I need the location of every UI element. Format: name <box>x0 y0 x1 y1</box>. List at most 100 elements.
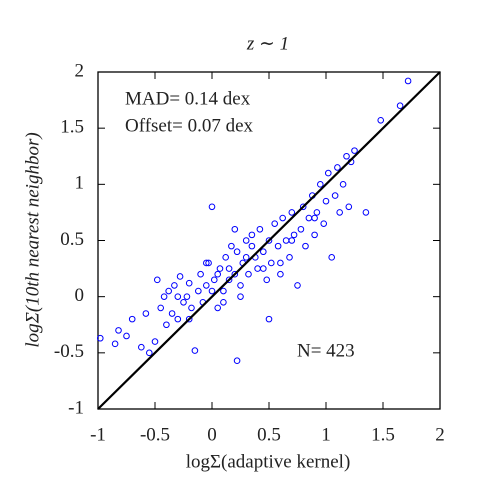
point <box>297 225 305 233</box>
point <box>123 332 130 340</box>
point <box>404 77 412 85</box>
point <box>208 287 216 295</box>
point <box>168 310 176 317</box>
point <box>174 315 182 323</box>
point <box>265 315 273 323</box>
point <box>277 259 284 267</box>
point <box>334 164 341 171</box>
point <box>320 220 328 227</box>
point <box>205 259 212 267</box>
point <box>208 203 216 211</box>
point <box>231 225 239 233</box>
x-tick-label: -1 <box>90 424 106 445</box>
annotation: Offset= 0.07 dex <box>125 115 254 136</box>
annotation: N= 423 <box>297 340 355 361</box>
point <box>231 270 239 278</box>
point <box>153 276 161 284</box>
point <box>185 315 193 323</box>
point <box>299 203 307 211</box>
y-tick-label: -0.5 <box>54 341 84 362</box>
point <box>274 242 282 250</box>
point <box>183 293 191 300</box>
point <box>233 357 241 364</box>
y-tick-label: 1 <box>75 173 85 194</box>
point <box>336 209 343 216</box>
point <box>263 276 271 284</box>
y-axis-label: logΣ(10th nearest neighbor) <box>22 132 43 347</box>
x-tick-label: 1 <box>321 424 331 445</box>
point <box>176 273 184 280</box>
point <box>351 147 358 154</box>
point <box>324 169 332 177</box>
y-tick-label: 1.5 <box>60 117 84 138</box>
point <box>163 321 170 329</box>
y-tick-label: -1 <box>68 397 84 418</box>
point <box>322 197 330 205</box>
point <box>328 254 336 261</box>
point <box>377 117 385 124</box>
point <box>111 340 119 348</box>
point <box>220 298 227 306</box>
x-tick-label: 1.5 <box>371 424 395 445</box>
point <box>288 209 296 216</box>
point <box>279 214 286 222</box>
point <box>311 214 318 222</box>
point <box>174 293 182 300</box>
point <box>331 192 339 199</box>
point <box>191 347 199 354</box>
point <box>142 310 150 317</box>
point <box>237 293 244 300</box>
point <box>254 265 261 272</box>
identity-line <box>97 71 441 410</box>
point <box>96 334 104 342</box>
point <box>233 248 241 256</box>
point <box>220 287 227 295</box>
point <box>317 181 324 188</box>
point <box>225 276 233 284</box>
y-tick-label: 0 <box>75 285 85 306</box>
point <box>248 242 256 250</box>
point <box>115 327 122 334</box>
point <box>214 304 221 312</box>
point <box>216 265 224 272</box>
point <box>362 209 370 216</box>
point <box>311 231 318 239</box>
point <box>225 265 233 272</box>
point <box>203 259 210 267</box>
annotation: MAD= 0.14 dex <box>125 88 251 109</box>
point <box>165 287 172 295</box>
y-tick-label: 2 <box>75 60 85 81</box>
point <box>260 265 267 272</box>
point <box>256 225 264 233</box>
point <box>294 282 301 289</box>
point <box>286 254 293 261</box>
point <box>260 248 267 256</box>
point <box>345 203 353 211</box>
point <box>271 220 279 227</box>
point <box>265 237 273 244</box>
point <box>222 254 229 261</box>
y-tick-label: 0.5 <box>60 229 84 250</box>
x-tick-label: -0.5 <box>140 424 170 445</box>
point <box>302 242 309 250</box>
point <box>277 270 284 278</box>
x-tick-label: 0.5 <box>257 424 281 445</box>
point <box>188 304 195 312</box>
point <box>245 270 252 278</box>
point <box>185 279 193 287</box>
point <box>210 276 218 284</box>
point <box>214 270 221 278</box>
point <box>228 242 235 250</box>
point <box>282 237 290 244</box>
point <box>313 209 321 216</box>
point <box>197 270 204 278</box>
point <box>305 214 313 222</box>
point <box>195 287 202 295</box>
point <box>267 259 275 267</box>
point <box>288 237 296 244</box>
point <box>343 152 350 160</box>
point <box>146 349 153 357</box>
point <box>138 343 145 351</box>
